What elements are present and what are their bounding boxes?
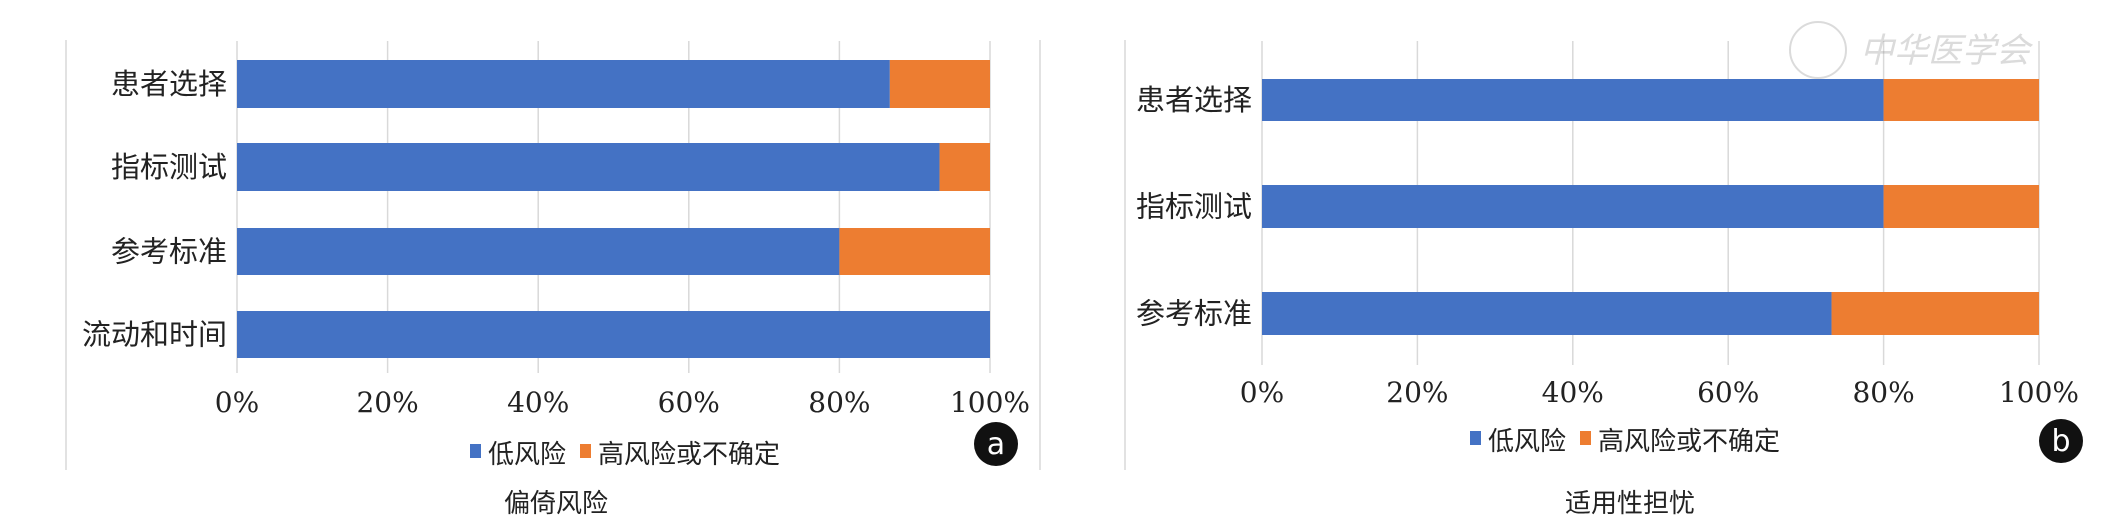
x-tick-label: 40% bbox=[1542, 376, 1604, 409]
y-category-label: 流动和时间 bbox=[82, 318, 227, 352]
panel-label-text: a bbox=[987, 427, 1005, 462]
x-tick-label: 40% bbox=[507, 386, 569, 419]
watermark-logo: 中华医学会 bbox=[1789, 21, 2034, 79]
legend-swatch bbox=[1580, 431, 1591, 445]
y-category-label: 患者选择 bbox=[111, 67, 227, 101]
watermark-text: 中华医学会 bbox=[1860, 31, 2034, 71]
panel-label-text: b bbox=[2051, 424, 2070, 459]
y-category-label: 参考标准 bbox=[1136, 297, 1252, 331]
x-tick-label: 0% bbox=[1240, 376, 1284, 409]
x-tick-label: 80% bbox=[808, 386, 870, 419]
bar-segment-low-risk bbox=[1262, 185, 1884, 228]
legend-label: 高风险或不确定 bbox=[598, 440, 780, 470]
bar-segment-high-risk bbox=[939, 143, 990, 191]
x-tick-label: 60% bbox=[658, 386, 720, 419]
y-category-label: 患者选择 bbox=[1136, 83, 1252, 117]
y-category-label: 参考标准 bbox=[111, 235, 227, 269]
watermark-seal-icon bbox=[1789, 21, 1847, 79]
x-tick-label: 0% bbox=[215, 386, 259, 419]
bar-segment-high-risk bbox=[889, 60, 990, 108]
bar-segment-low-risk bbox=[1262, 79, 1884, 121]
legend-swatch bbox=[1470, 431, 1481, 445]
x-tick-label: 20% bbox=[356, 386, 418, 419]
x-tick-label: 80% bbox=[1852, 376, 1914, 409]
bar-segment-low-risk bbox=[237, 311, 990, 358]
chart-title: 适用性担忧 bbox=[1565, 489, 1695, 519]
bar-segment-high-risk bbox=[839, 228, 990, 275]
legend-label: 高风险或不确定 bbox=[1598, 427, 1780, 457]
panel-label-badge bbox=[974, 422, 1018, 466]
legend-swatch bbox=[470, 444, 481, 458]
chart-title: 偏倚风险 bbox=[504, 489, 608, 519]
y-category-label: 指标测试 bbox=[111, 150, 227, 184]
bar-segment-low-risk bbox=[1262, 292, 1832, 335]
bar-segment-high-risk bbox=[1831, 292, 2039, 335]
legend-label: 低风险 bbox=[488, 440, 566, 470]
bar-segment-high-risk bbox=[1883, 79, 2039, 121]
bar-segment-low-risk bbox=[237, 228, 840, 275]
x-tick-label: 20% bbox=[1386, 376, 1448, 409]
x-tick-label: 60% bbox=[1697, 376, 1759, 409]
panel-label-badge bbox=[2039, 419, 2083, 463]
bar-segment-high-risk bbox=[1883, 185, 2039, 228]
y-category-label: 指标测试 bbox=[1136, 190, 1252, 224]
x-tick-label: 100% bbox=[950, 386, 1030, 419]
legend-swatch bbox=[580, 444, 591, 458]
bar-segment-low-risk bbox=[237, 143, 940, 191]
legend-label: 低风险 bbox=[1488, 427, 1566, 457]
bar-segment-low-risk bbox=[237, 60, 890, 108]
x-tick-label: 100% bbox=[1999, 376, 2079, 409]
